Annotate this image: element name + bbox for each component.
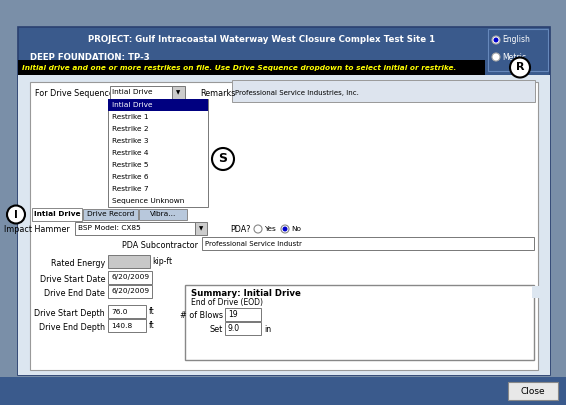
Bar	[108, 271, 152, 284]
Text: ▼: ▼	[176, 90, 180, 95]
Text: Drive End Depth: Drive End Depth	[39, 322, 105, 332]
Bar	[508, 382, 558, 400]
Bar	[0, 377, 566, 405]
Circle shape	[254, 225, 262, 233]
Text: R: R	[516, 62, 524, 72]
Bar	[108, 285, 152, 298]
Text: ▼: ▼	[199, 226, 203, 231]
Bar	[185, 285, 534, 360]
Bar	[172, 86, 185, 99]
Text: 9.0: 9.0	[228, 324, 240, 333]
Text: Intial Drive: Intial Drive	[112, 102, 152, 108]
Bar	[225, 322, 261, 335]
Text: Restrike 4: Restrike 4	[112, 150, 148, 156]
Text: Drive End Date: Drive End Date	[44, 288, 105, 298]
Text: 6/20/2009: 6/20/2009	[111, 288, 149, 294]
Text: Restrike 5: Restrike 5	[112, 162, 148, 168]
Text: Restrike 7: Restrike 7	[112, 186, 149, 192]
Bar	[83, 209, 138, 220]
Text: For Drive Sequence: For Drive Sequence	[35, 90, 114, 98]
Text: 6/20/2009: 6/20/2009	[111, 275, 149, 281]
Text: 76.0: 76.0	[111, 309, 127, 315]
Text: Restrike 3: Restrike 3	[112, 138, 148, 144]
Text: Restrike 2: Restrike 2	[112, 126, 149, 132]
Bar	[202, 237, 534, 250]
Bar	[195, 222, 207, 235]
Text: PDA Subcontractor: PDA Subcontractor	[122, 241, 198, 249]
Text: in: in	[264, 324, 271, 333]
Text: PDA?: PDA?	[230, 224, 251, 234]
Text: Impact Hammer: Impact Hammer	[5, 226, 70, 234]
Text: DEEP FOUNDATION: TP-3: DEEP FOUNDATION: TP-3	[30, 53, 150, 62]
Text: Drive Record: Drive Record	[87, 211, 134, 217]
Bar	[108, 319, 146, 332]
Text: Remarks: Remarks	[200, 90, 235, 98]
Text: 140.8: 140.8	[111, 322, 132, 328]
Bar	[108, 255, 150, 268]
Text: No: No	[291, 226, 301, 232]
Text: Vibra...: Vibra...	[150, 211, 176, 217]
Text: Rated Energy: Rated Energy	[51, 258, 105, 267]
Bar	[30, 82, 538, 370]
Text: Initial drive and one or more restrikes on file. Use Drive Sequence dropdown to : Initial drive and one or more restrikes …	[22, 64, 456, 70]
Bar	[108, 99, 208, 207]
Text: Set: Set	[210, 326, 223, 335]
Text: Intial Drive: Intial Drive	[34, 211, 80, 217]
Text: PROJECT: Gulf Intracoastal Waterway West Closure Complex Test Site 1: PROJECT: Gulf Intracoastal Waterway West…	[88, 36, 436, 45]
Circle shape	[7, 205, 25, 224]
Text: Professional Service Industries, Inc.: Professional Service Industries, Inc.	[235, 90, 359, 96]
Text: BSP Model: CX85: BSP Model: CX85	[78, 226, 141, 232]
Text: Drive Start Date: Drive Start Date	[40, 275, 105, 284]
Circle shape	[282, 226, 288, 232]
Bar	[18, 75, 550, 375]
Text: End of Drive (EOD): End of Drive (EOD)	[191, 298, 263, 307]
Bar	[18, 60, 485, 75]
Bar	[18, 27, 550, 375]
Text: ft: ft	[149, 307, 155, 316]
Text: Metric: Metric	[502, 53, 526, 62]
Bar	[108, 305, 146, 318]
Bar	[232, 80, 535, 102]
Circle shape	[492, 53, 500, 61]
Text: Summary: Initial Drive: Summary: Initial Drive	[191, 288, 301, 298]
Bar	[532, 286, 542, 298]
Text: ft: ft	[149, 322, 155, 330]
Text: Restrike 1: Restrike 1	[112, 114, 149, 120]
Text: Professional Service Industr: Professional Service Industr	[205, 241, 302, 247]
Text: # of Blows: # of Blows	[180, 311, 223, 320]
Text: S: S	[218, 153, 228, 166]
Text: kip-ft: kip-ft	[152, 258, 172, 266]
Circle shape	[492, 36, 500, 44]
Text: Close: Close	[521, 386, 545, 396]
Bar	[488, 29, 548, 71]
Bar	[32, 208, 82, 221]
Bar	[108, 99, 208, 111]
Circle shape	[510, 58, 530, 77]
Bar	[225, 308, 261, 321]
Text: Restrike 6: Restrike 6	[112, 174, 148, 180]
Text: Drive Start Depth: Drive Start Depth	[35, 309, 105, 318]
Text: I: I	[14, 209, 18, 220]
Text: English: English	[502, 36, 530, 45]
Circle shape	[494, 38, 499, 43]
Bar	[139, 209, 187, 220]
Circle shape	[212, 148, 234, 170]
Text: Yes: Yes	[264, 226, 276, 232]
Text: Sequence Unknown: Sequence Unknown	[112, 198, 185, 204]
Circle shape	[281, 225, 289, 233]
Bar	[110, 86, 172, 99]
Text: Intial Drive: Intial Drive	[112, 90, 152, 96]
Text: 19: 19	[228, 310, 238, 319]
Bar	[75, 222, 195, 235]
